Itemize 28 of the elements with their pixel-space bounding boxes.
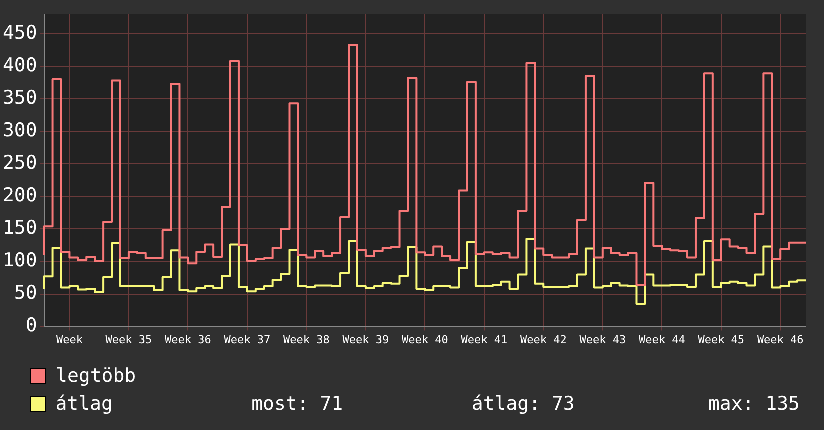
legend-label: legtöbb xyxy=(56,365,138,387)
x-tick-label: Week 43 xyxy=(580,333,626,346)
y-tick-label: 350 xyxy=(2,86,38,109)
y-tick-label: 0 xyxy=(26,314,38,337)
x-tick-label: Week 38 xyxy=(283,333,330,346)
y-tick-label: 250 xyxy=(2,152,38,174)
y-tick-label: 150 xyxy=(2,217,38,240)
text: most: 71 xyxy=(252,393,344,415)
x-tick-label: Week 45 xyxy=(698,333,745,346)
x-tick-label: Week 44 xyxy=(638,333,686,346)
x-tick-label: Week 41 xyxy=(461,333,508,346)
y-tick-label: 50 xyxy=(14,282,38,304)
x-tick-label: Week 42 xyxy=(520,333,567,346)
x-tick-label: Week 36 xyxy=(165,333,212,346)
text: átlag: 73 xyxy=(472,393,576,415)
y-tick-label: 100 xyxy=(2,250,38,272)
x-tick-label: Week 40 xyxy=(402,333,448,346)
legend-label: átlag xyxy=(56,393,114,415)
x-tick-label: Week 39 xyxy=(342,333,390,346)
text: max: 135 xyxy=(707,393,800,415)
y-tick-label: 200 xyxy=(2,184,38,207)
x-tick-label: Week 37 xyxy=(224,333,271,346)
y-tick-label: 450 xyxy=(2,22,38,44)
x-tick-label: Week 46 xyxy=(757,333,804,346)
x-tick-label: Week xyxy=(56,333,84,346)
y-tick-label: 300 xyxy=(2,119,38,142)
x-tick-label: Week 35 xyxy=(106,333,152,346)
y-tick-label: 400 xyxy=(2,54,38,76)
